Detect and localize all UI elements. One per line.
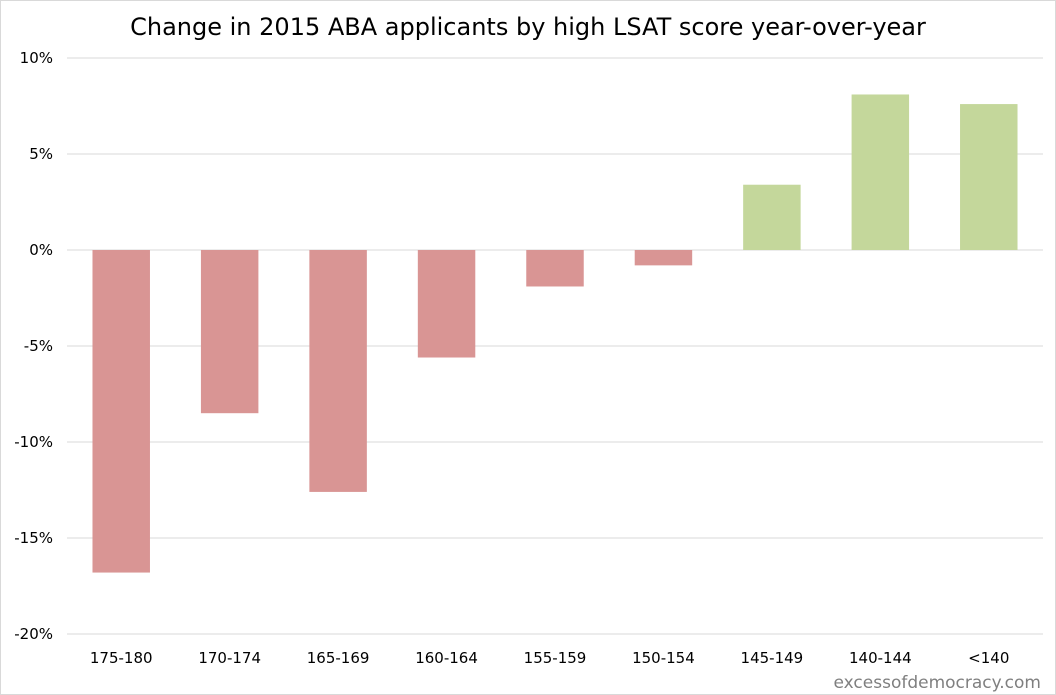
x-tick-label: 165-169 xyxy=(307,649,370,667)
bar-170-174 xyxy=(200,250,259,414)
bar-<140 xyxy=(960,104,1018,250)
x-tick-label: 150-154 xyxy=(632,649,695,667)
x-tick-label: 175-180 xyxy=(90,649,153,667)
y-tick-label: -5% xyxy=(24,337,53,355)
x-tick-label: 140-144 xyxy=(849,649,912,667)
y-tick-label: -10% xyxy=(14,433,53,451)
bars xyxy=(92,94,1018,573)
watermark: excessofdemocracy.com xyxy=(834,673,1042,693)
y-tick-label: 10% xyxy=(20,49,53,67)
x-tick-label: 160-164 xyxy=(415,649,478,667)
y-tick-label: -15% xyxy=(14,529,53,547)
x-tick-label: 155-159 xyxy=(524,649,587,667)
y-tick-label: -20% xyxy=(14,625,53,643)
bar-140-144 xyxy=(851,94,910,250)
y-tick-label: 0% xyxy=(29,241,53,259)
bar-160-164 xyxy=(417,250,476,358)
y-tick-label: 5% xyxy=(29,145,53,163)
chart-title: Change in 2015 ABA applicants by high LS… xyxy=(130,13,926,41)
x-tick-label: 145-149 xyxy=(741,649,804,667)
bar-175-180 xyxy=(92,250,150,573)
bar-145-149 xyxy=(743,184,801,250)
x-tick-label: <140 xyxy=(968,649,1009,667)
x-axis-tick-labels: 175-180 170-174 165-169 160-164 155-159 150-1… xyxy=(90,649,1010,667)
bar-150-154 xyxy=(634,250,693,266)
bar-155-159 xyxy=(526,250,584,287)
bar-165-169 xyxy=(309,250,367,492)
y-axis-tick-labels: 10% 5% 0% -5% -10% -15% -20% xyxy=(14,49,53,643)
x-tick-label: 170-174 xyxy=(198,649,261,667)
